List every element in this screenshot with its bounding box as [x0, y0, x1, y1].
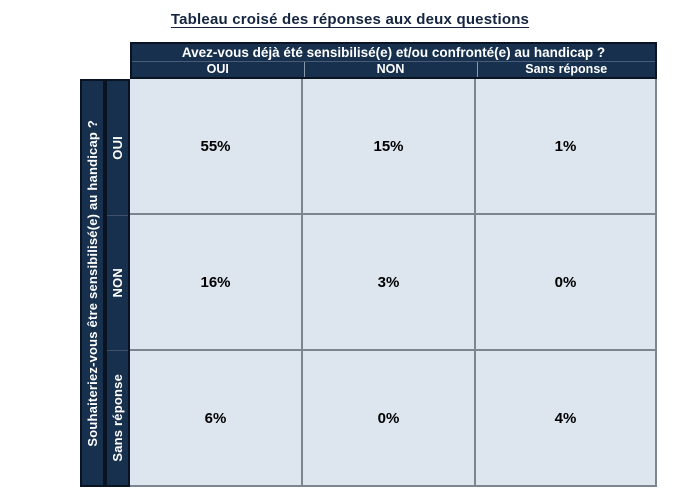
data-cell: 0% — [476, 215, 657, 351]
data-cell: 15% — [303, 79, 476, 215]
row-header-oui: OUI — [107, 81, 128, 215]
row-header-non-label: NON — [110, 268, 125, 298]
data-cell: 1% — [476, 79, 657, 215]
data-cell: 6% — [130, 351, 303, 487]
data-cell: 55% — [130, 79, 303, 215]
column-header-oui: OUI — [206, 62, 229, 77]
row-header-oui-label: OUI — [110, 136, 125, 160]
column-header-non: NON — [303, 62, 477, 77]
row-header-sans-reponse-label: Sans réponse — [110, 374, 125, 462]
page-title: Tableau croisé des réponses aux deux que… — [170, 11, 530, 28]
data-cell: 16% — [130, 215, 303, 351]
crosstab-data-grid: 55% 15% 1% 16% 3% 0% 6% 0% 4% — [130, 79, 657, 487]
row-header-non: NON — [107, 215, 128, 350]
column-labels-row: OUI NON Sans réponse — [132, 62, 655, 77]
data-cell: 4% — [476, 351, 657, 487]
row-header-sans-reponse: Sans réponse — [107, 350, 128, 485]
column-header-sans-reponse: Sans réponse — [476, 62, 656, 77]
column-header-block: Avez-vous déjà été sensibilisé(e) et/ou … — [130, 42, 657, 79]
data-cell: 0% — [303, 351, 476, 487]
row-question-label: Souhaiteriez-vous être sensibilisé(e) au… — [85, 119, 100, 447]
data-cell: 3% — [303, 215, 476, 351]
row-labels-column: OUI NON Sans réponse — [105, 79, 130, 487]
column-question-header: Avez-vous déjà été sensibilisé(e) et/ou … — [132, 44, 655, 62]
row-question-header: Souhaiteriez-vous être sensibilisé(e) au… — [80, 79, 105, 487]
